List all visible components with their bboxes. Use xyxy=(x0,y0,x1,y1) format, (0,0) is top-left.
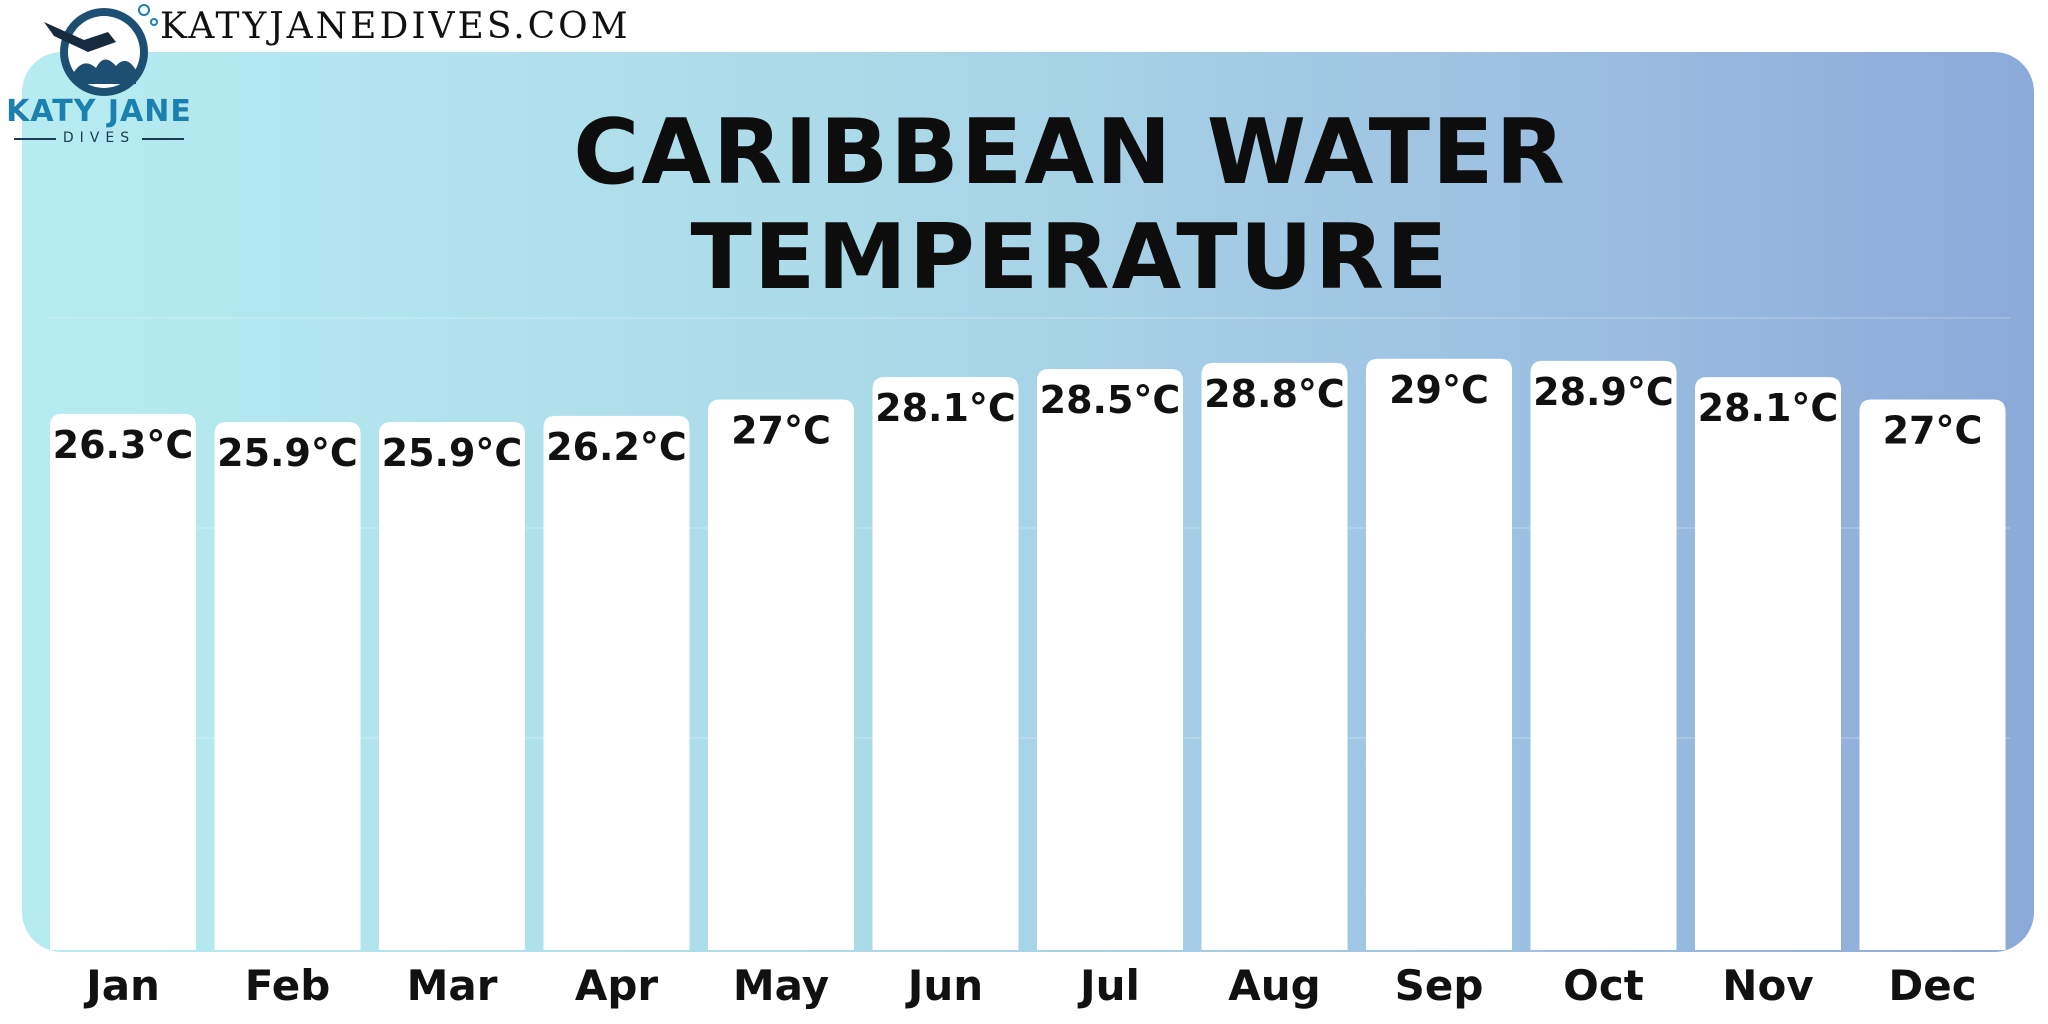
bar-jun xyxy=(872,377,1019,951)
value-label-apr: 26.2°C xyxy=(546,425,687,469)
site-url[interactable]: KATYJANEDIVES.COM xyxy=(160,6,631,47)
bar-feb xyxy=(214,421,361,950)
bar-jan xyxy=(50,413,196,951)
chart-title: CARIBBEAN WATER TEMPERATURE xyxy=(573,100,1567,310)
bar-apr xyxy=(543,415,690,951)
bar-aug xyxy=(1201,362,1348,950)
value-label-jan: 26.3°C xyxy=(53,423,194,467)
bar-dec xyxy=(1859,399,2006,950)
bar-oct xyxy=(1530,360,1677,951)
bar-nov xyxy=(1695,377,1841,951)
bar-sep xyxy=(1366,358,1512,951)
logo-name: KATY JANE xyxy=(6,94,192,129)
month-label-feb: Feb xyxy=(245,961,331,1010)
value-label-sep: 29°C xyxy=(1389,368,1489,412)
bar-may xyxy=(708,399,854,950)
month-label-oct: Oct xyxy=(1563,961,1644,1010)
month-label-jul: Jul xyxy=(1077,961,1140,1010)
diver-globe-icon xyxy=(44,4,158,96)
value-label-mar: 25.9°C xyxy=(382,431,523,475)
value-label-may: 27°C xyxy=(731,409,831,453)
brand-logo: KATY JANE DIVES xyxy=(4,2,194,146)
month-label-jan: Jan xyxy=(83,961,160,1010)
month-label-may: May xyxy=(733,961,829,1010)
month-label-apr: Apr xyxy=(575,961,659,1010)
value-label-jul: 28.5°C xyxy=(1040,378,1181,422)
month-label-nov: Nov xyxy=(1722,961,1813,1010)
value-label-feb: 25.9°C xyxy=(217,431,358,475)
month-label-aug: Aug xyxy=(1228,961,1320,1010)
logo-subtitle: DIVES xyxy=(4,130,194,146)
value-label-oct: 28.9°C xyxy=(1533,370,1674,414)
bar-jul xyxy=(1037,368,1183,950)
value-label-nov: 28.1°C xyxy=(1698,386,1839,430)
month-label-jun: Jun xyxy=(905,961,983,1010)
month-label-sep: Sep xyxy=(1395,961,1484,1010)
value-label-dec: 27°C xyxy=(1883,409,1983,453)
bar-mar xyxy=(379,421,525,950)
value-label-aug: 28.8°C xyxy=(1204,372,1345,416)
month-label-dec: Dec xyxy=(1888,961,1976,1010)
value-label-jun: 28.1°C xyxy=(875,386,1016,430)
month-label-mar: Mar xyxy=(407,961,498,1010)
